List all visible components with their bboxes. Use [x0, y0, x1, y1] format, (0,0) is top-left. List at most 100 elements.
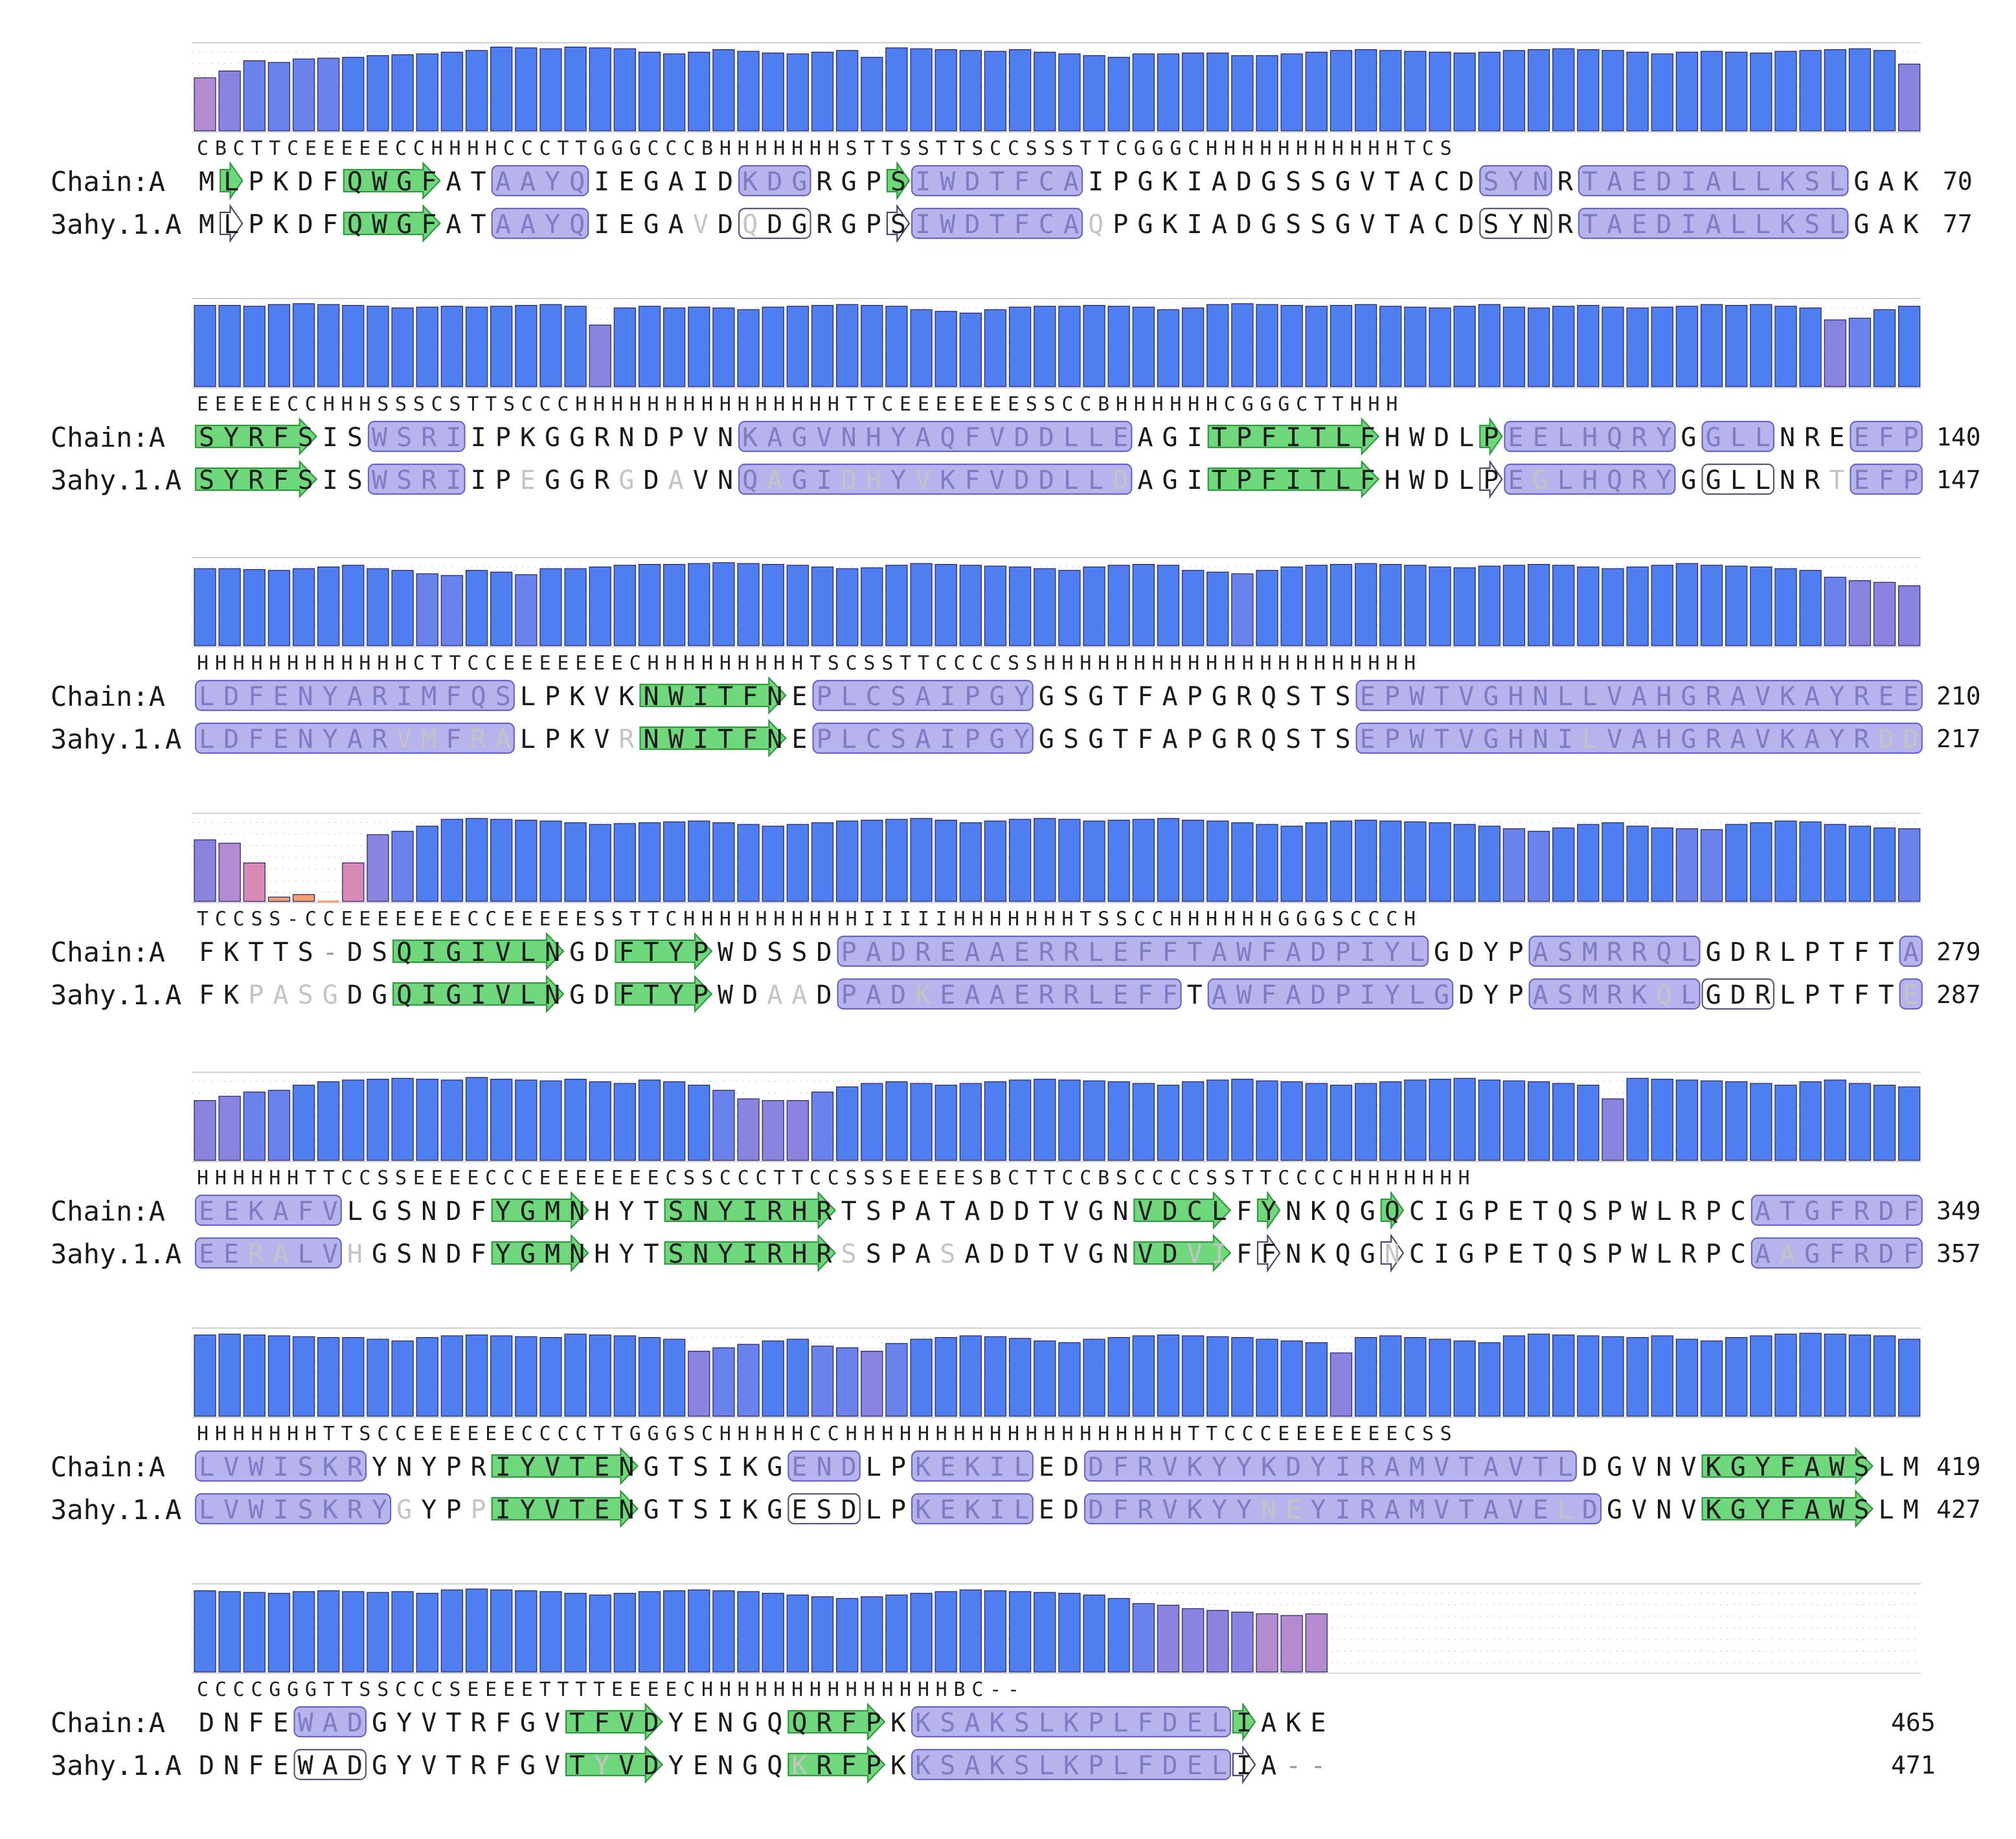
conservation-bar	[367, 306, 389, 387]
conservation-bar	[1799, 1333, 1822, 1417]
residue: Y	[372, 1495, 387, 1525]
conservation-bar	[835, 50, 859, 131]
residue: L	[520, 980, 536, 1010]
conservation-bar	[416, 573, 438, 646]
residue: L	[1088, 938, 1104, 967]
residue: G	[323, 980, 338, 1010]
residue: D	[1162, 1239, 1177, 1269]
residue: S	[298, 466, 313, 495]
conservation-bar	[1750, 566, 1772, 646]
conservation-bar	[1034, 1340, 1056, 1417]
residue: P	[964, 682, 980, 712]
conservation-track	[192, 557, 1921, 648]
residue: E	[273, 682, 288, 712]
conservation-bar	[1577, 1085, 1600, 1161]
residue: V	[594, 725, 609, 754]
residue: G	[1212, 725, 1227, 754]
residue: A	[1755, 1197, 1771, 1226]
conservation-bar	[959, 312, 982, 387]
residue: F	[298, 1197, 313, 1226]
residue: D	[1903, 725, 1919, 754]
residue: A	[1755, 1239, 1771, 1269]
residue: K	[520, 423, 536, 453]
conservation-bar	[1552, 565, 1575, 646]
residue: A	[668, 210, 684, 240]
residue: I	[817, 466, 832, 495]
residue: Y	[520, 1452, 536, 1482]
residue: R	[1706, 725, 1722, 754]
residue: K	[890, 1751, 906, 1781]
residue: D	[199, 1751, 214, 1781]
conservation-bar	[1107, 565, 1130, 646]
residue: G	[1730, 1495, 1746, 1525]
residue: R	[471, 725, 487, 754]
strand-arrow	[491, 1191, 589, 1230]
conservation-bar	[1626, 1077, 1649, 1161]
residue: T	[1458, 1452, 1474, 1482]
residue: Y	[396, 1708, 412, 1738]
residue: Y	[421, 1495, 436, 1525]
residue: T	[1879, 938, 1894, 967]
residue: K	[742, 423, 758, 453]
residue: R	[372, 725, 388, 754]
template-label: 3ahy.1.A	[51, 1494, 182, 1526]
residue: E	[199, 1239, 214, 1269]
residue: M	[199, 167, 214, 197]
residue: D	[1458, 210, 1474, 240]
residue: W	[1409, 682, 1425, 712]
residue: R	[372, 682, 388, 712]
conservation-bar	[465, 1077, 488, 1161]
strand-arrow	[615, 975, 713, 1013]
residue: K	[1903, 167, 1919, 197]
conservation-bar	[564, 306, 587, 387]
residue: A	[1137, 466, 1153, 495]
conservation-bar	[1107, 1081, 1130, 1161]
conservation-bar	[712, 1090, 735, 1161]
residue: L	[1557, 682, 1573, 712]
residue: G	[742, 1708, 758, 1738]
residue: I	[1360, 980, 1376, 1010]
residue: H	[866, 466, 881, 495]
residue: T	[1310, 423, 1326, 453]
residue: V	[545, 1751, 560, 1781]
residue: G	[791, 466, 807, 495]
conservation-bar	[663, 821, 686, 902]
conservation-bar	[1725, 51, 1748, 131]
residue: T	[644, 980, 659, 1010]
residue: K	[1187, 1495, 1203, 1525]
conservation-bar	[688, 563, 710, 646]
residue: F	[323, 210, 338, 240]
residue: M	[545, 1239, 560, 1269]
residue: N	[1285, 1197, 1301, 1226]
residue: V	[323, 1239, 338, 1269]
conservation-bar	[1651, 306, 1673, 387]
residue: W	[1829, 1452, 1845, 1482]
conservation-bar	[1700, 829, 1723, 902]
residue: K	[964, 1452, 980, 1482]
helix-segment	[1899, 978, 1923, 1010]
residue: T	[668, 1452, 684, 1482]
residue: A	[1261, 1751, 1276, 1781]
query-end-number: 70	[1943, 167, 1973, 196]
residue: G	[644, 1495, 659, 1525]
conservation-bar	[1700, 304, 1723, 387]
residue: L	[841, 725, 857, 754]
residue: F	[1137, 682, 1153, 712]
helix-segment	[194, 1450, 367, 1482]
conservation-bar	[1552, 1083, 1575, 1161]
conservation-bar	[1256, 55, 1278, 131]
conservation-bar	[1354, 1337, 1377, 1417]
residue: F	[273, 466, 288, 495]
residue: P	[495, 466, 511, 495]
conservation-bar	[1181, 307, 1205, 387]
template-label: 3ahy.1.A	[51, 209, 182, 240]
conservation-bar	[515, 47, 538, 131]
conservation-bar	[1602, 568, 1624, 646]
conservation-bar	[1502, 565, 1526, 646]
residue: Y	[1310, 1495, 1326, 1525]
residue: I	[915, 167, 931, 197]
residue: G	[1681, 466, 1696, 495]
residue: K	[1903, 210, 1919, 240]
